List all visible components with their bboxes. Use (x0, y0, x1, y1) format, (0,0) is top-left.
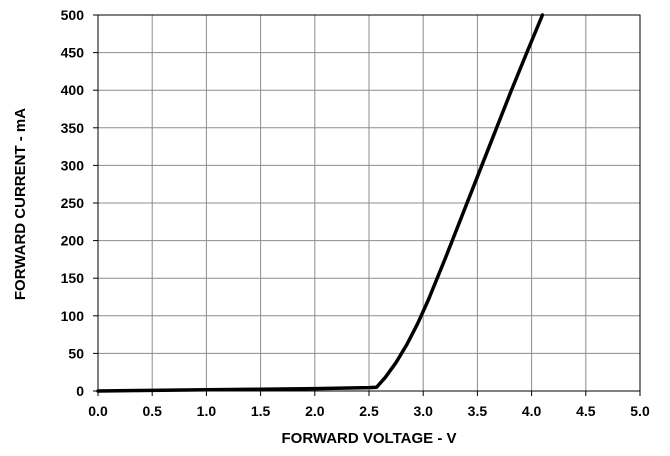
tick-labels: 0.0 0.5 1.0 1.5 2.0 2.5 3.0 3.5 4.0 4.5 5.0 0 50 100 1… (61, 7, 650, 419)
x-tick-label: 4.0 (522, 403, 542, 419)
x-tick-label: 2.5 (359, 403, 379, 419)
grid (98, 15, 640, 391)
x-tick-label: 5.0 (630, 403, 650, 419)
series (96, 13, 545, 393)
plot-border (97, 14, 641, 392)
x-tick-label: 0.0 (88, 403, 108, 419)
axes (93, 14, 641, 396)
x-axis-title: FORWARD VOLTAGE - V (282, 430, 457, 447)
x-tick-label: 3.0 (413, 403, 433, 419)
y-tick-label: 50 (68, 345, 84, 361)
x-tick-label: 2.0 (305, 403, 325, 419)
y-tick-label: 400 (61, 82, 85, 98)
y-tick-label: 500 (61, 7, 85, 23)
y-tick-label: 250 (61, 195, 85, 211)
y-tick-label: 350 (61, 120, 85, 136)
y-tick-label: 200 (61, 233, 85, 249)
y-tick-label: 450 (61, 45, 85, 61)
x-tick-label: 1.0 (197, 403, 217, 419)
x-tick-label: 1.5 (251, 403, 271, 419)
y-tick-label: 100 (61, 308, 85, 324)
x-tick-label: 0.5 (142, 403, 162, 419)
y-tick-label: 300 (61, 157, 85, 173)
series-line (96, 13, 545, 393)
y-tick-label: 150 (61, 270, 85, 286)
x-tick-label: 4.5 (576, 403, 596, 419)
y-tick-label: 0 (76, 383, 84, 399)
y-axis-title: FORWARD CURRENT - mA (12, 108, 29, 300)
x-tick-label: 3.5 (468, 403, 488, 419)
